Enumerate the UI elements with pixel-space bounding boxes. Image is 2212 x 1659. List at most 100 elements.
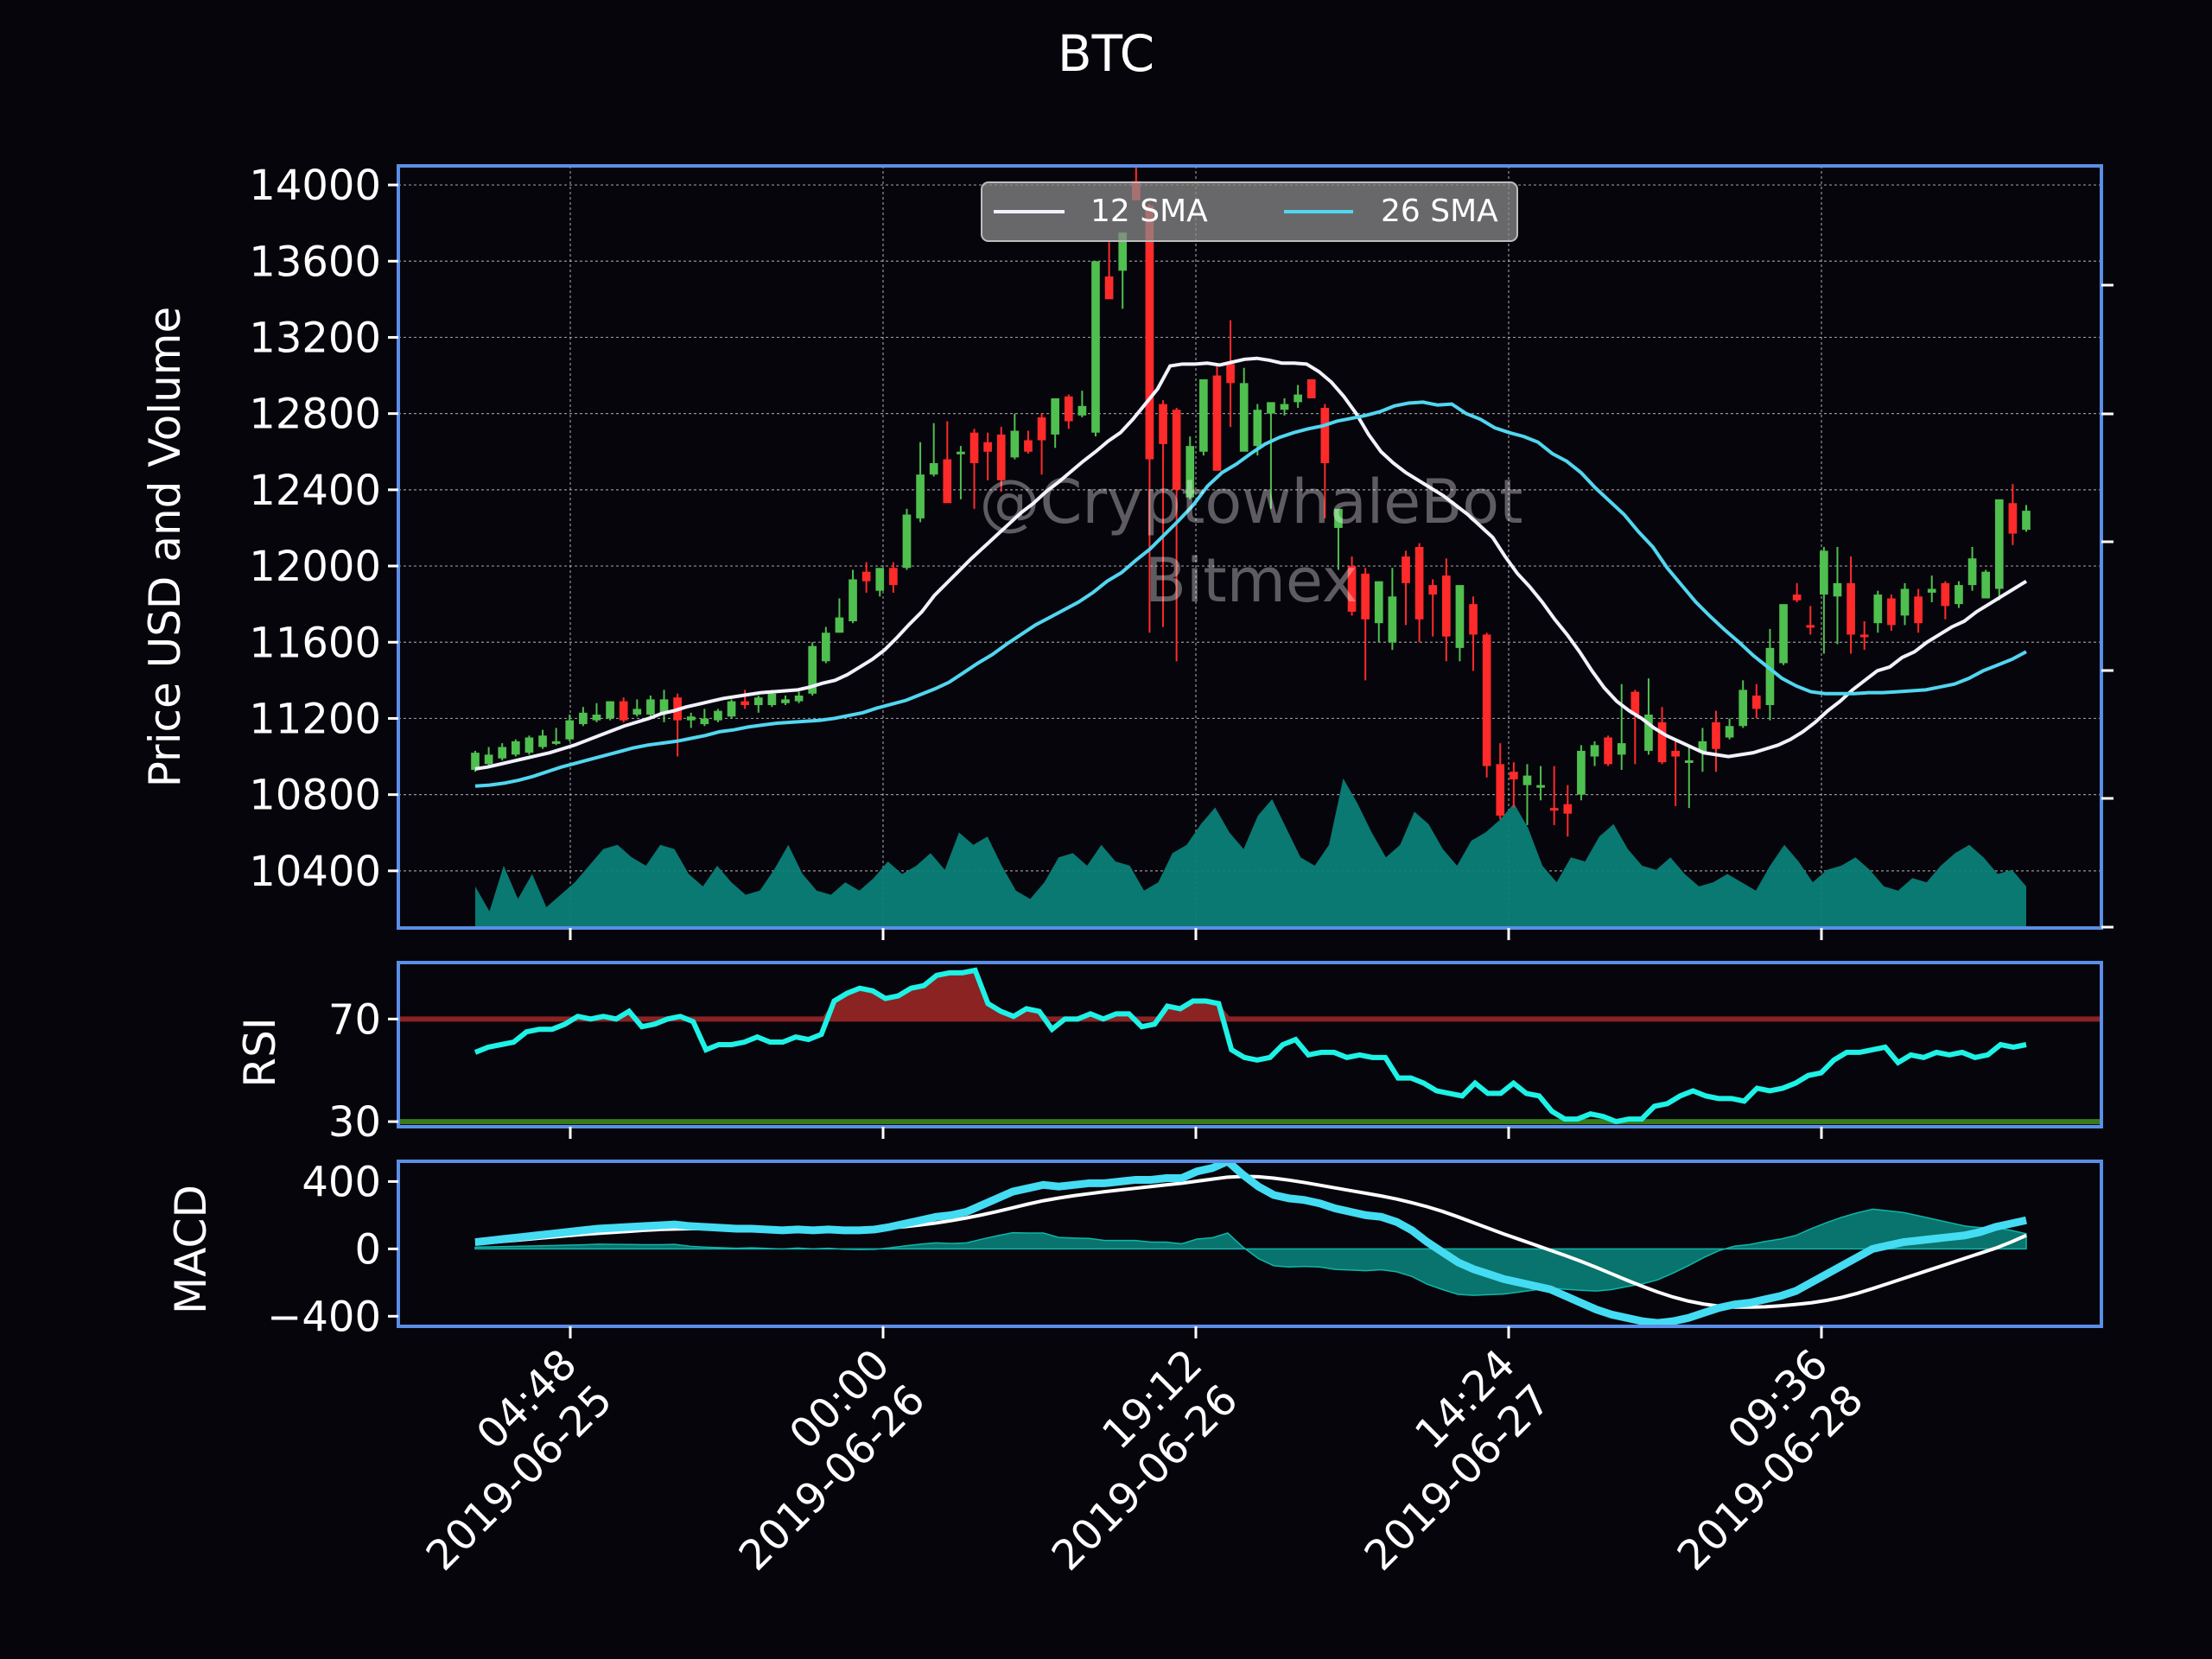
macd-y-ticks: −400 0 400 [267, 1158, 398, 1341]
candle-up [1536, 785, 1545, 788]
price-y-tick-label: 11200 [249, 695, 381, 743]
candle-down [1226, 364, 1235, 384]
candle-up [1981, 571, 1991, 599]
candle-up [794, 695, 804, 702]
candle-down [1549, 808, 1559, 811]
candle-down [1792, 594, 1802, 601]
candle-up [957, 451, 965, 454]
price-y-tick-label: 12000 [249, 543, 381, 591]
rsi-line [474, 967, 2027, 1125]
candle-up [511, 741, 520, 755]
rsi-overbought-fill [475, 969, 2026, 1020]
candle-up [835, 617, 844, 633]
candle-down [1496, 764, 1505, 816]
legend-sma12-label: 12 SMA [1090, 194, 1208, 229]
candle-up [1994, 499, 2004, 589]
candle-up [592, 715, 601, 721]
candle-down [861, 571, 871, 582]
candle-up [821, 632, 830, 662]
candle-down [1320, 408, 1330, 463]
candle-up [1118, 232, 1128, 271]
macd-panel: −400 0 400 MACD [166, 1158, 2103, 1341]
candle-down [1469, 604, 1478, 635]
candle-up [1199, 378, 1208, 452]
candle-down [1751, 695, 1761, 709]
price-y-tick-label: 11600 [249, 619, 381, 667]
candle-up [524, 737, 534, 753]
candle-down [619, 701, 628, 721]
candle-up [700, 718, 709, 725]
candle-up [1253, 410, 1262, 447]
candle-up [1820, 550, 1828, 595]
macd-y-tick-label: 400 [302, 1158, 381, 1206]
candle-up [1725, 726, 1734, 738]
candle-up [1294, 394, 1302, 403]
rsi-axes-frame [397, 961, 2103, 1128]
candle-up [484, 754, 493, 765]
candle-down [1306, 378, 1316, 399]
macd-y-tick-label: 0 [354, 1225, 381, 1274]
candle-up [646, 699, 655, 715]
candle-down [1172, 410, 1181, 490]
rsi-y-axis-label: RSI [235, 1017, 285, 1087]
watermark-line-2: Bitmex [1145, 545, 1357, 616]
candle-down [1037, 417, 1046, 441]
candle-up [753, 697, 763, 706]
candle-up [767, 693, 777, 706]
candle-down [2008, 503, 2018, 534]
candle-up [471, 753, 480, 770]
candle-up [808, 645, 817, 694]
candle-down [1104, 276, 1114, 300]
candle-up [1577, 750, 1586, 795]
candle-down [1510, 772, 1518, 780]
watermark: @CryptowhaleBot Bitmex [979, 467, 1522, 616]
candle-up [538, 735, 547, 747]
candle-up [727, 701, 736, 717]
candle-down [1847, 582, 1855, 635]
macd-line [474, 1161, 2027, 1326]
candle-up [1388, 596, 1397, 643]
candle-up [1779, 604, 1788, 664]
candle-down [1402, 556, 1410, 583]
candle-up [1617, 743, 1626, 755]
rsi-panel: 30 70 RSI [235, 961, 2103, 1147]
price-y-tick-label: 10400 [249, 848, 381, 896]
candle-up [902, 514, 912, 569]
chart-title: BTC [1058, 24, 1154, 83]
candle-down [1859, 634, 1869, 638]
rsi-y-ticks: 30 70 [328, 995, 398, 1147]
candle-up [1900, 588, 1910, 616]
candle-down [1145, 206, 1154, 460]
candle-down [1347, 566, 1357, 612]
macd-y-tick-label: −400 [267, 1293, 381, 1341]
candle-down [943, 459, 952, 504]
price-y-tick-label: 12400 [249, 467, 381, 515]
candle-up [565, 720, 575, 740]
candle-up [1077, 405, 1087, 416]
candle-up [1967, 558, 1977, 586]
candle-up [1765, 647, 1775, 706]
candle-up [659, 699, 669, 713]
rsi-y-tick-label: 70 [328, 995, 381, 1044]
candle-up [849, 579, 857, 621]
candle-up [1522, 775, 1532, 785]
candle-up [686, 716, 696, 721]
sma12-line [474, 356, 2028, 771]
candle-down [1941, 582, 1950, 607]
price-y-tick-label: 14000 [249, 162, 381, 210]
candle-up [1334, 508, 1343, 528]
macd-histogram-area [474, 1208, 2027, 1296]
candle-up [1091, 261, 1100, 433]
candle-up [632, 709, 642, 715]
price-y-ticks: 10400 10800 11200 11600 12000 12400 12800 13200… [249, 162, 398, 896]
candle-down [741, 701, 750, 706]
candle-up [1684, 760, 1694, 763]
price-y-tick-label: 10800 [249, 772, 381, 820]
candle-down [969, 432, 979, 463]
macd-y-axis-label: MACD [166, 1185, 216, 1314]
candle-down [1806, 625, 1815, 628]
candle-up [1955, 585, 1963, 605]
legend: 12 SMA 26 SMA [981, 181, 1518, 242]
rsi-y-tick-label: 30 [328, 1098, 381, 1147]
candle-up [1833, 582, 1842, 597]
